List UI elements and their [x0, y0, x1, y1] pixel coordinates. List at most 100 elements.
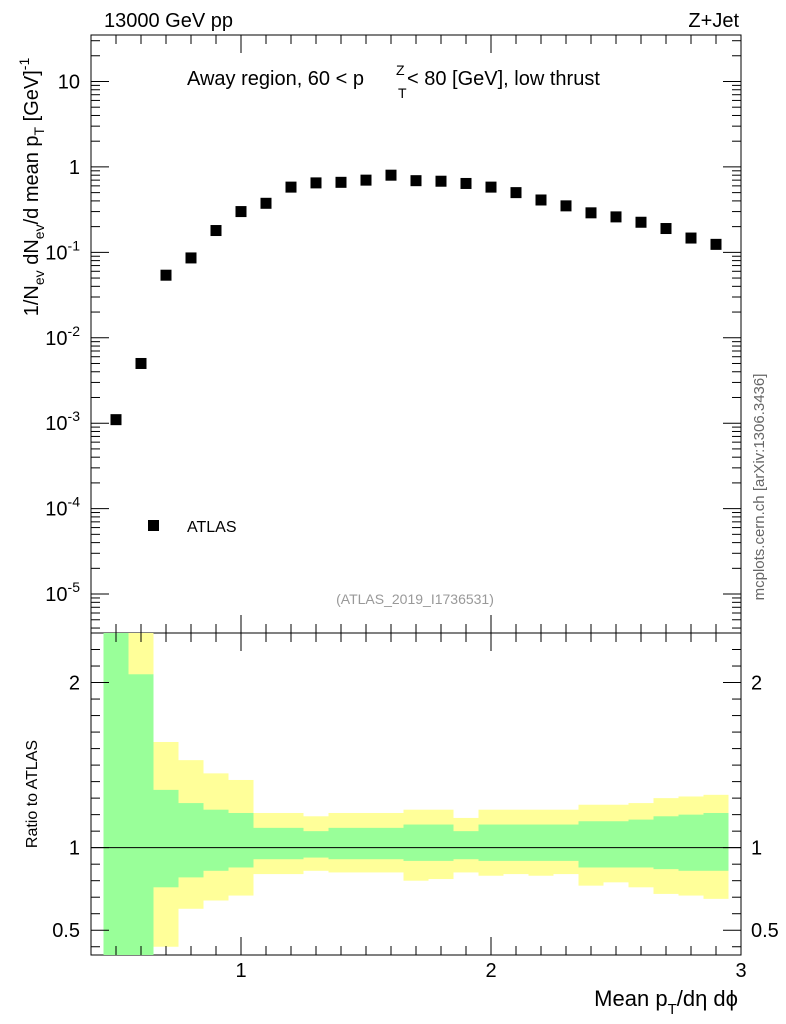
data-point-2	[160, 269, 172, 281]
stat-band-bin-8	[303, 831, 329, 858]
main-y-axis-label: 1/Nev dNev/d mean pT [GeV]-1	[16, 58, 47, 317]
data-point-21	[635, 216, 647, 228]
xlabel-part-c: /dη dϕ	[677, 986, 738, 1011]
ylabel-part-c: dN	[21, 239, 43, 270]
stat-band-bin-11	[378, 827, 404, 860]
data-point-7	[285, 181, 297, 193]
x-tick-label-1: 2	[485, 960, 496, 982]
stat-band-bin-19	[578, 821, 604, 868]
main-axis-ticks	[90, 35, 742, 633]
stat-band-bin-12	[403, 824, 429, 861]
ratio-bands	[103, 633, 729, 955]
ylabel-part-b: ev	[31, 270, 47, 285]
tick-exponent: -2	[68, 323, 81, 339]
ratio-y-tick-label-left-2: 2	[69, 673, 80, 695]
main-y-tick-label-2: 10-1	[45, 237, 80, 264]
data-point-18	[560, 200, 572, 212]
plot-title: Away region, 60 < p Z T < 80 [GeV], low …	[187, 62, 600, 101]
tick-base: 10	[45, 413, 67, 435]
data-point-14	[460, 177, 472, 189]
legend-marker	[148, 520, 159, 531]
ylabel-part-e: /d mean p	[21, 135, 43, 224]
tick-exponent: -3	[68, 408, 81, 424]
tick-base: 10	[45, 499, 67, 521]
main-plot-frame	[90, 34, 742, 634]
ratio-y-axis-label: Ratio to ATLAS	[24, 740, 41, 848]
tick-base: 10	[45, 584, 67, 606]
legend: ATLAS	[148, 519, 237, 536]
x-tick-labels: 1 2 3	[235, 960, 746, 982]
stat-band-bin-23	[678, 814, 704, 871]
stat-band-bin-0	[103, 633, 129, 955]
ylabel-part-f: T	[31, 126, 47, 135]
data-point-5	[235, 206, 247, 218]
data-point-3	[185, 252, 197, 264]
main-y-tick-label-0: 10	[58, 71, 80, 93]
x-tick-label-0: 1	[235, 960, 246, 982]
tick-exponent: -1	[68, 237, 81, 253]
data-point-0	[110, 414, 122, 426]
legend-label: ATLAS	[187, 519, 237, 536]
header-right-label: Z+Jet	[688, 10, 739, 32]
side-source-label: mcplots.cern.ch [arXiv:1306.3436]	[751, 374, 768, 601]
stat-band-bin-5	[228, 812, 254, 868]
x-tick-label-2: 3	[735, 960, 746, 982]
data-point-6	[260, 197, 272, 209]
tick-exponent: -5	[68, 579, 81, 595]
stat-band-bin-4	[203, 809, 229, 871]
ylabel-part-g: [GeV]	[21, 70, 43, 127]
stat-band-bin-16	[503, 824, 529, 861]
data-point-8	[310, 177, 322, 189]
data-point-4	[210, 225, 222, 237]
ratio-y-tick-label-right-1: 1	[751, 838, 762, 860]
stat-band-bin-21	[628, 819, 654, 868]
stat-band-bin-7	[278, 827, 304, 860]
ratio-y-tick-label-left-0: 0.5	[52, 920, 80, 942]
stat-band-bin-1	[128, 674, 154, 955]
data-point-16	[510, 187, 522, 199]
data-point-9	[335, 176, 347, 188]
stat-band-bin-18	[553, 824, 579, 861]
tick-exponent: -4	[68, 494, 81, 510]
analysis-id-annotation: (ATLAS_2019_I1736531)	[336, 591, 494, 607]
stat-band-bin-10	[353, 827, 379, 860]
stat-band-bin-22	[653, 816, 679, 870]
data-points	[110, 169, 722, 426]
main-y-tick-label-5: 10-4	[45, 494, 80, 521]
ratio-y-tick-label-right-0: 0.5	[751, 920, 779, 942]
title-rest: < 80 [GeV], low thrust	[407, 68, 600, 90]
stat-band-bin-3	[178, 803, 204, 878]
data-point-13	[435, 175, 447, 187]
main-y-tick-label-4: 10-3	[45, 408, 80, 435]
stat-band-bin-9	[328, 827, 354, 860]
title-subscript: T	[398, 85, 407, 101]
data-point-19	[585, 207, 597, 219]
stat-band-bin-20	[603, 821, 629, 868]
tick-base: 10	[45, 328, 67, 350]
ratio-y-tick-label-left-1: 1	[69, 838, 80, 860]
ratio-y-tick-labels: 0.5 0.5 1 1 2 2	[52, 673, 779, 943]
data-point-11	[385, 169, 397, 181]
xlabel-part-a: Mean p	[594, 986, 667, 1011]
stat-band-bin-15	[478, 824, 504, 861]
x-axis-label: Mean pT/dη dϕ	[594, 986, 738, 1018]
stat-band-bin-6	[253, 827, 279, 860]
tick-base: 10	[45, 242, 67, 264]
ylabel-part-a: 1/N	[21, 285, 43, 316]
title-superscript: Z	[396, 62, 405, 78]
ylabel-part-h: -1	[16, 58, 32, 71]
main-y-tick-label-3: 10-2	[45, 323, 80, 350]
main-y-tick-label-1: 1	[69, 157, 80, 179]
ylabel-part-d: ev	[31, 224, 47, 239]
title-main: Away region, 60 < p	[187, 68, 364, 90]
data-point-15	[485, 181, 497, 193]
stat-band-bin-24	[703, 812, 729, 871]
stat-band-bin-13	[428, 824, 454, 861]
stat-band-bin-14	[453, 831, 479, 860]
data-point-12	[410, 175, 422, 187]
data-point-10	[360, 174, 372, 186]
ratio-y-tick-label-right-2: 2	[751, 673, 762, 695]
stat-band-bin-2	[153, 789, 179, 888]
